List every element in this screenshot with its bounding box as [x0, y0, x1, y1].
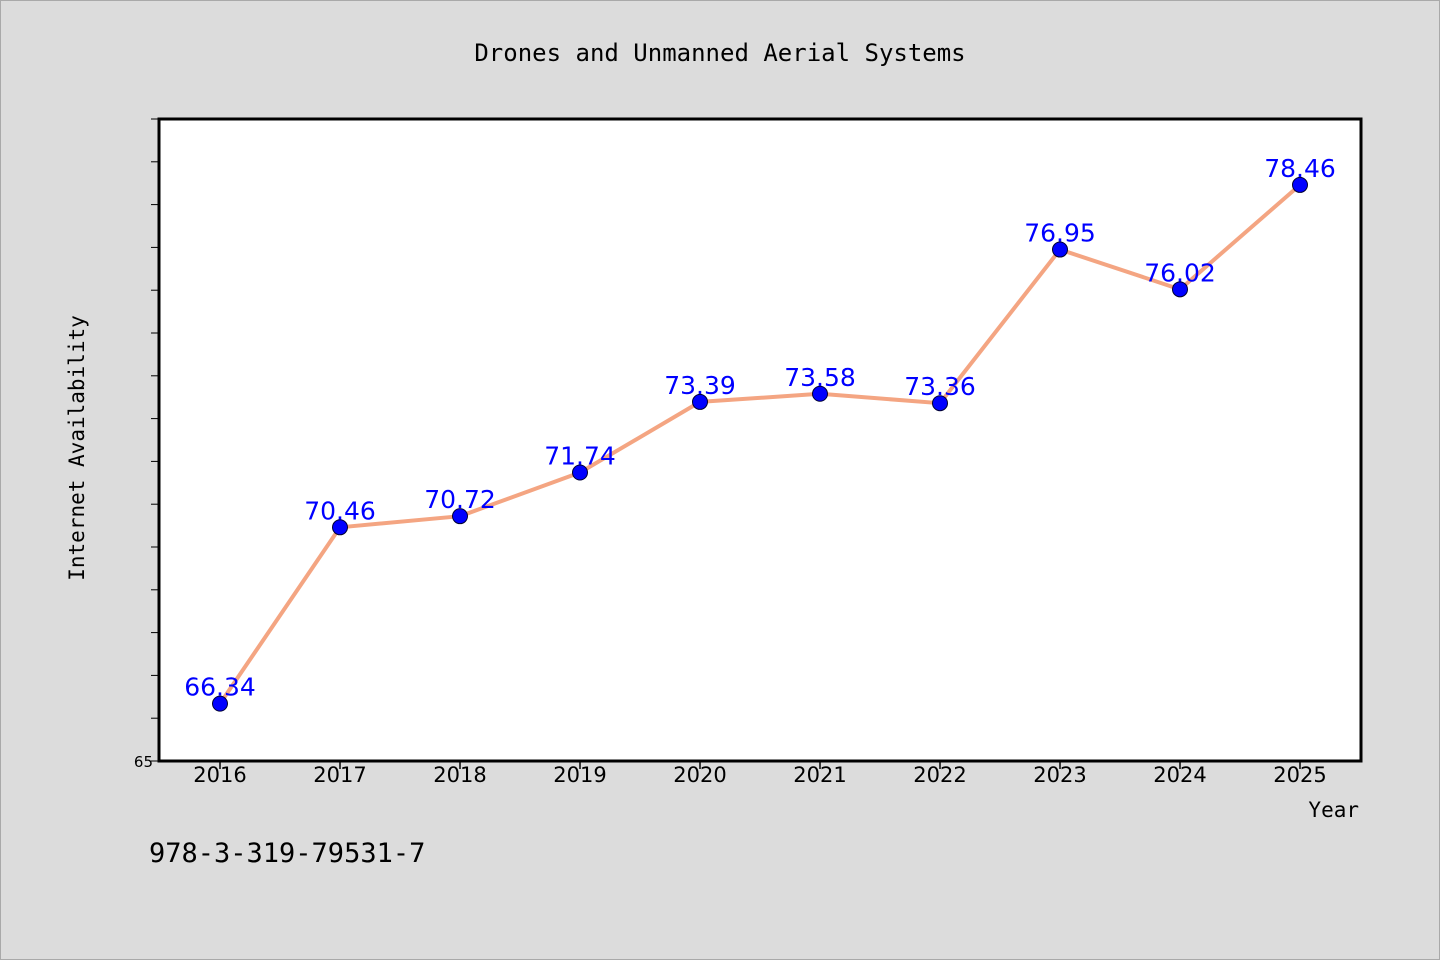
- plot-area: [157, 117, 1363, 763]
- chart-title: Drones and Unmanned Aerial Systems: [474, 39, 965, 67]
- data-label: 76.02: [1144, 258, 1216, 287]
- series-line: [218, 183, 1302, 705]
- data-label: 73.58: [784, 363, 856, 392]
- data-point: [572, 464, 588, 481]
- y-axis-ticks: [151, 118, 159, 762]
- data-label: 73.36: [904, 372, 976, 401]
- isbn-text: 978-3-319-79531-7: [149, 838, 425, 869]
- data-point: [812, 385, 828, 402]
- data-label: 76.95: [1024, 219, 1096, 248]
- x-tick-label: 2022: [913, 763, 966, 787]
- x-tick-label: 2020: [673, 763, 726, 787]
- data-point: [1172, 281, 1188, 298]
- x-axis-ticks: 2016 2017 2018 2019 2020 2021 2022 2023 2024 2025: [193, 761, 1327, 787]
- x-tick-label: 2023: [1033, 763, 1086, 787]
- x-tick-label: 2018: [433, 763, 486, 787]
- x-tick-label: 2016: [193, 763, 246, 787]
- data-point: [1052, 241, 1068, 258]
- x-tick-label: 2021: [793, 763, 846, 787]
- data-label: 70.46: [304, 496, 376, 525]
- data-point: [932, 395, 948, 412]
- data-label: 78.46: [1264, 154, 1336, 183]
- x-tick-label: 2025: [1273, 763, 1326, 787]
- x-tick-label: 2019: [553, 763, 606, 787]
- data-label: 73.39: [664, 371, 736, 400]
- x-axis-title: Year: [1308, 798, 1359, 822]
- data-label: 71.74: [544, 442, 616, 471]
- x-tick-label: 2017: [313, 763, 366, 787]
- data-label: 66.34: [184, 673, 256, 702]
- data-label: 70.72: [424, 485, 496, 514]
- data-point: [692, 393, 708, 410]
- data-point: [332, 519, 348, 536]
- y-axis-title: Internet Availability: [65, 315, 89, 581]
- y-tick-label-min: 65: [134, 753, 153, 771]
- series-group: 66.34 70.46 70.72 71.74 73.39 73.58 73.36 76.95…: [184, 154, 1336, 712]
- x-tick-label: 2024: [1153, 763, 1206, 787]
- data-point: [212, 695, 228, 712]
- data-point: [452, 508, 468, 525]
- data-point: [1292, 176, 1308, 193]
